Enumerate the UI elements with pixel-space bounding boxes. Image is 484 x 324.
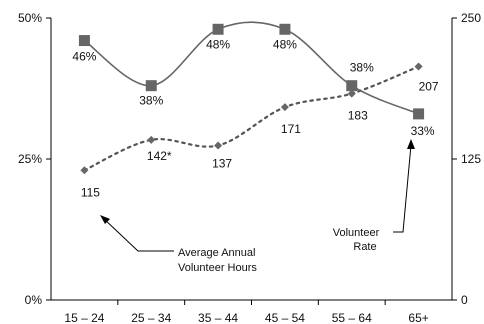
rate-annotation-arrowhead [407, 139, 415, 149]
hours-annotation-line-2: Volunteer Hours [178, 262, 257, 274]
right-tick-label: 0 [461, 293, 468, 307]
right-tick-label: 125 [461, 152, 481, 166]
hours-data-label: 171 [281, 122, 301, 136]
hours-series-line [83, 65, 420, 172]
hours-annotation-line-1: Average Annual [178, 247, 255, 259]
rate-point [78, 35, 90, 47]
hours-point [147, 135, 156, 144]
rate-annotation-line-1: Volunteer [333, 227, 380, 239]
hours-point [414, 62, 423, 71]
rate-data-label: 46% [72, 50, 96, 64]
x-tick-label: 55 – 64 [332, 311, 372, 324]
rate-point [212, 23, 224, 35]
hours-annotation-arrowhead [100, 215, 110, 224]
x-tick-label: 15 – 24 [64, 311, 104, 324]
x-tick-label: 65+ [408, 311, 428, 324]
hours-data-label: 137 [212, 156, 232, 170]
x-tick-label: 35 – 44 [198, 311, 238, 324]
hours-data-label: 207 [419, 80, 439, 94]
x-tick-label: 25 – 34 [131, 311, 171, 324]
rate-point [279, 23, 291, 35]
hours-point [347, 89, 356, 98]
x-tick-label: 45 – 54 [265, 311, 305, 324]
rate-annotation-leader [393, 144, 412, 233]
rate-annotation-line-2: Rate [353, 241, 376, 253]
hours-data-label: 115 [81, 185, 100, 199]
rate-data-label: 38% [350, 61, 374, 75]
right-tick-label: 250 [461, 11, 481, 25]
rate-data-label: 38% [139, 94, 163, 108]
hours-point [280, 103, 289, 112]
rate-point [413, 108, 425, 120]
hours-annotation-leader [102, 217, 174, 252]
rate-point [346, 80, 358, 92]
rate-data-label: 48% [206, 37, 230, 51]
hours-point [80, 166, 89, 175]
hours-data-label: 183 [348, 109, 368, 123]
left-tick-label: 0% [25, 293, 43, 307]
rate-point [145, 80, 157, 92]
left-tick-label: 25% [18, 152, 42, 166]
left-tick-label: 50% [18, 11, 42, 25]
rate-data-label: 48% [273, 37, 297, 51]
rate-data-label: 33% [411, 124, 435, 138]
hours-point [214, 141, 223, 150]
hours-data-label: 142* [147, 149, 172, 163]
